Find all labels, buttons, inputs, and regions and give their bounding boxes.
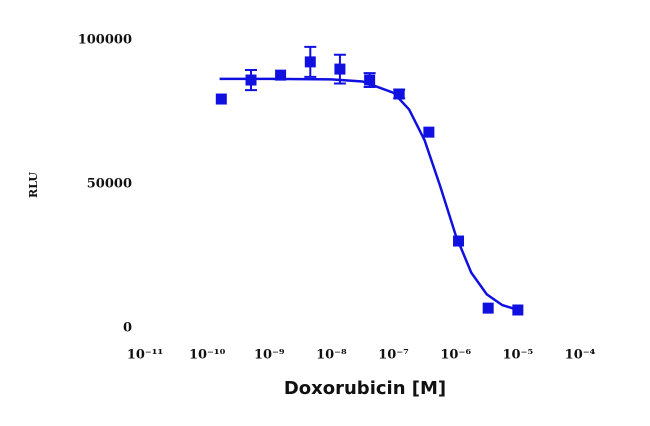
data-point xyxy=(482,302,494,314)
x-tick-label: 10⁻⁴ xyxy=(565,348,596,363)
data-point xyxy=(512,304,524,316)
data-point xyxy=(215,93,227,105)
x-tick-label: 10⁻⁸ xyxy=(316,348,347,363)
fit-curve xyxy=(219,77,519,312)
y-tick-label: 100000 xyxy=(78,33,132,48)
data-point xyxy=(304,56,316,68)
data-point xyxy=(423,126,435,138)
data-point xyxy=(393,88,405,100)
x-tick-label: 10⁻⁷ xyxy=(378,348,409,363)
x-tick-label: 10⁻⁵ xyxy=(503,348,534,363)
y-tick-label: 50000 xyxy=(87,177,132,192)
data-point xyxy=(334,63,346,75)
data-point xyxy=(364,74,376,86)
data-point xyxy=(245,74,257,86)
x-tick-label: 10⁻⁹ xyxy=(254,348,285,363)
x-tick-label: 10⁻¹⁰ xyxy=(189,348,226,363)
data-point xyxy=(453,235,465,247)
x-tick-label: 10⁻¹¹ xyxy=(127,348,163,363)
x-axis-label: Doxorubicin [M] xyxy=(284,378,446,399)
y-tick-label: 0 xyxy=(123,321,132,336)
x-tick-label: 10⁻⁶ xyxy=(440,348,471,363)
y-axis-label: RLU xyxy=(27,172,40,198)
data-point xyxy=(275,69,287,81)
